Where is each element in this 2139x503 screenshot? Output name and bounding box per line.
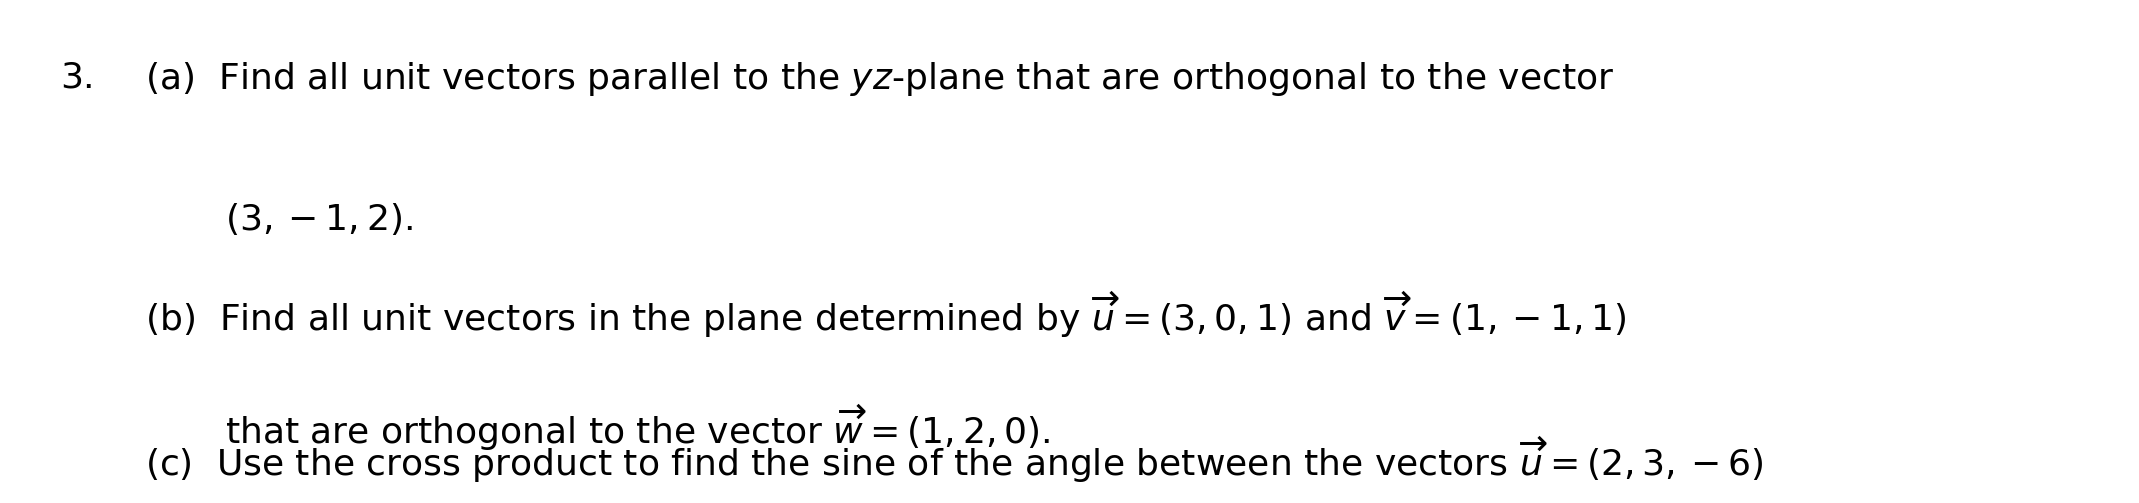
Text: (b)  Find all unit vectors in the plane determined by $\overrightarrow{u} = (3, : (b) Find all unit vectors in the plane d… [145, 289, 1628, 340]
Text: (c)  Use the cross product to find the sine of the angle between the vectors $\o: (c) Use the cross product to find the si… [145, 435, 1765, 485]
Text: that are orthogonal to the vector $\overrightarrow{w} = (1, 2, 0)$.: that are orthogonal to the vector $\over… [225, 402, 1050, 453]
Text: 3.: 3. [60, 60, 94, 95]
Text: (a)  Find all unit vectors parallel to the $yz$-plane that are orthogonal to the: (a) Find all unit vectors parallel to th… [145, 60, 1615, 99]
Text: $(3, -1, 2)$.: $(3, -1, 2)$. [225, 201, 413, 237]
